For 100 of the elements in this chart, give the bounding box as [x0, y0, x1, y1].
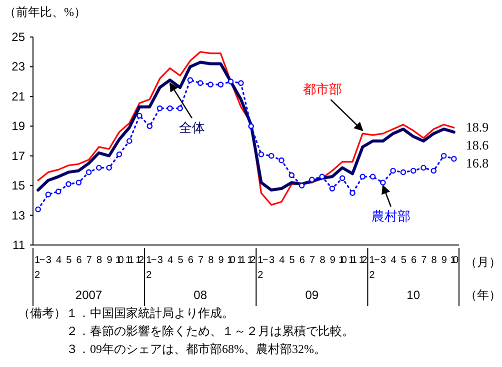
x-tick-label: 6	[410, 255, 417, 266]
point	[258, 151, 264, 158]
x-tick-label: 10	[115, 255, 124, 266]
point	[278, 157, 284, 164]
point	[208, 82, 214, 88]
point	[451, 156, 457, 162]
x-tick-label: 12	[247, 255, 256, 266]
point	[298, 182, 305, 188]
x-tick-label: 9	[106, 255, 113, 266]
text: ２．春節の影響を除くため、１～２月は累積で比較。	[66, 324, 354, 338]
point	[248, 123, 254, 130]
data-label: 16.8	[466, 156, 489, 171]
x-tick-label: 5	[178, 255, 184, 266]
text: （備考）１．中国国家統計局より作成。	[18, 306, 234, 320]
point	[400, 169, 406, 176]
point	[86, 169, 92, 176]
x-tick-label: 5	[400, 255, 407, 266]
point	[430, 168, 437, 174]
point	[55, 188, 62, 194]
y-tick-label: 19	[12, 119, 26, 134]
y-tick-label: 17	[12, 148, 26, 163]
point	[126, 138, 132, 144]
line-series	[36, 60, 456, 192]
text: 10	[406, 288, 420, 302]
x-tick-label: 10	[450, 255, 459, 266]
text: 2007	[75, 288, 102, 302]
x-tick-label: 4	[279, 255, 286, 266]
x-tick-label: 1−2	[258, 255, 268, 281]
point	[35, 206, 41, 212]
y-axis-title: （前年比、%）	[4, 5, 86, 19]
x-tick-label: 5	[289, 255, 296, 266]
y-tick-label: 21	[12, 89, 26, 104]
point	[66, 181, 72, 187]
data-label: 18.9	[466, 120, 489, 135]
point	[177, 105, 183, 112]
point	[167, 105, 173, 112]
point	[228, 78, 234, 84]
x-tick-label: 12	[136, 255, 145, 266]
x-tick-label: 10	[226, 255, 236, 266]
x-tick-label: 10	[338, 255, 348, 266]
y-tick-label: 13	[12, 208, 26, 222]
point	[146, 123, 153, 130]
x-axis-title: （月）	[465, 255, 501, 269]
x-tick-label: 9	[218, 255, 224, 266]
text: ３．09年のシェアは、都市部68%、農村部32%。	[66, 342, 326, 356]
x-tick-label: 9	[330, 255, 336, 266]
x-tick-label: 4	[56, 255, 62, 266]
series-label: 農村部	[371, 208, 410, 224]
point	[76, 180, 82, 186]
point	[390, 168, 396, 174]
point	[329, 186, 336, 192]
point	[136, 112, 142, 119]
x-tick-label: 4	[168, 255, 174, 266]
x-tick-label: 12	[358, 255, 368, 266]
point	[370, 174, 376, 180]
x-tick-label: 7	[86, 255, 92, 266]
point	[218, 82, 224, 88]
x-tick-label: 5	[66, 255, 72, 266]
x-tick-label: 4	[390, 255, 397, 266]
x-tick-label: 7	[310, 255, 316, 266]
point	[268, 152, 274, 159]
text: （年）	[465, 288, 501, 302]
point	[360, 174, 366, 180]
x-tick-label: 8	[431, 255, 438, 266]
point	[350, 190, 356, 196]
point	[420, 164, 426, 171]
x-tick-label: 11	[126, 255, 134, 266]
point	[339, 175, 346, 182]
point	[319, 174, 325, 180]
x-tick-label: 11	[237, 255, 246, 266]
x-tick-label: 9	[441, 255, 448, 266]
x-tick-label: 6	[76, 255, 82, 266]
x-tick-label: 3	[380, 255, 387, 266]
x-tick-label: 11	[348, 255, 358, 266]
point	[45, 192, 52, 198]
text: 都市部	[303, 82, 342, 97]
point	[410, 168, 416, 174]
x-tick-label: 7	[198, 255, 204, 266]
point	[288, 172, 295, 178]
point	[187, 77, 194, 83]
x-tick-label: 8	[320, 255, 326, 266]
x-tick-label: 6	[188, 255, 194, 266]
x-tick-label: 8	[96, 255, 103, 266]
point	[238, 80, 244, 86]
text: 全体	[178, 120, 205, 136]
point	[440, 152, 447, 159]
x-tick-label: 1−2	[146, 255, 157, 281]
point	[106, 164, 112, 171]
point	[309, 176, 315, 183]
text: 09	[305, 288, 319, 302]
data-label: 18.6	[466, 138, 490, 153]
y-tick-label: 25	[12, 30, 26, 44]
point	[380, 180, 386, 186]
y-tick-label: 11	[12, 238, 26, 252]
line-series	[37, 51, 455, 206]
point	[156, 105, 163, 112]
point	[197, 80, 204, 86]
point	[96, 164, 102, 171]
x-tick-label: 7	[421, 255, 428, 266]
x-tick-label: 3	[268, 255, 275, 266]
